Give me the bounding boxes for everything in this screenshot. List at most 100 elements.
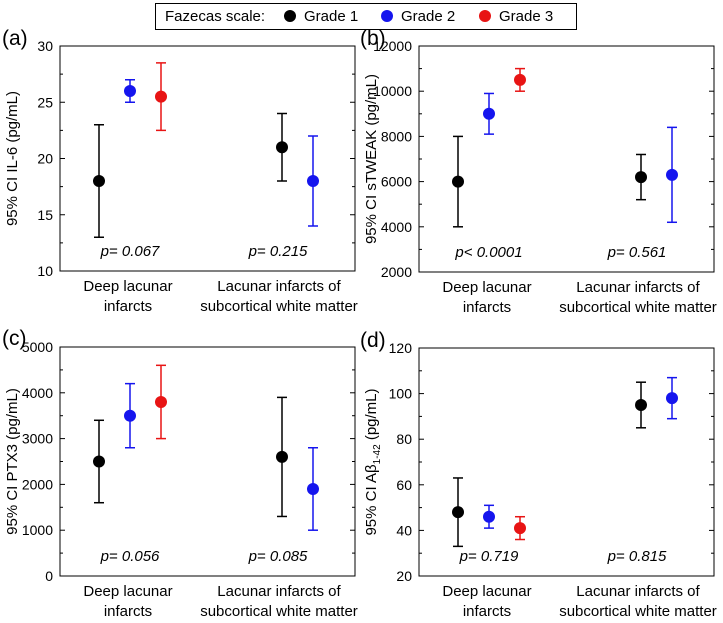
y-tick-label: 15 — [37, 207, 53, 223]
y-tick-label: 40 — [396, 522, 412, 538]
x-category-label: Deep lacunar — [83, 278, 172, 295]
x-category-label: infarcts — [463, 299, 511, 316]
x-category-label: Deep lacunar — [83, 583, 172, 600]
data-point — [307, 482, 319, 495]
y-tick-label: 60 — [396, 477, 412, 493]
data-point — [276, 141, 288, 154]
plot-frame — [418, 347, 715, 577]
data-point — [93, 175, 105, 187]
legend-label: Grade 3 — [499, 8, 554, 25]
y-tick-label: 10 — [37, 263, 53, 279]
y-tick-label: 6000 — [381, 174, 412, 190]
y-axis-label: 95% CI IL-6 (pg/mL) — [4, 91, 21, 226]
y-tick-label: 2000 — [22, 476, 53, 492]
y-axis-label: 95% CI PTX3 (pg/mL) — [4, 388, 21, 535]
y-tick-label: 4000 — [22, 385, 53, 401]
y-axis-label-part: 95% CI IL-6 (pg/mL) — [4, 91, 21, 226]
panel-label: (d) — [360, 329, 386, 352]
x-category-label: Lacunar infarcts of — [576, 279, 700, 296]
data-point — [666, 168, 678, 181]
legend-label: Grade 2 — [401, 8, 456, 25]
y-tick-label: 10000 — [373, 83, 412, 99]
y-axis-label: 95% CI sTWEAK (pg/mL) — [363, 74, 380, 244]
p-value-label: p= 0.815 — [607, 548, 667, 565]
legend-entry-grade-1: Grade 1 — [284, 8, 358, 25]
data-point — [666, 392, 678, 405]
x-category-label: Deep lacunar — [442, 279, 531, 296]
legend-marker-icon — [381, 10, 393, 22]
y-tick-label: 80 — [396, 431, 412, 447]
x-category-label: subcortical white matter — [200, 603, 358, 620]
y-tick-label: 25 — [37, 94, 53, 110]
x-category-label: subcortical white matter — [559, 299, 717, 316]
y-tick-label: 1000 — [22, 522, 53, 538]
y-tick-label: 5000 — [22, 339, 53, 355]
p-value-label: p= 0.719 — [459, 548, 519, 565]
x-category-label: Deep lacunar — [442, 583, 531, 600]
plot-frame — [59, 45, 356, 272]
chart-panel: (d) 20 40 60 80 100 120 95% CI Aβ1-42 (pg/mL) De… — [360, 329, 717, 620]
y-tick-label: 8000 — [381, 128, 412, 144]
y-tick-label: 12000 — [373, 38, 412, 54]
y-axis-label-part: (pg/mL) — [363, 388, 380, 444]
data-point — [307, 175, 319, 187]
x-category-label: infarcts — [104, 603, 152, 620]
legend-box: Fazecas scale: Grade 1 Grade 2 Grade 3 — [155, 3, 577, 30]
p-value-label: p= 0.085 — [248, 548, 308, 565]
data-point — [93, 455, 105, 468]
x-category-label: infarcts — [463, 603, 511, 620]
panel-label: (c) — [2, 327, 27, 350]
chart-panel: (b) 2000 4000 6000 8000 10000 12000 95% CI sTWE… — [360, 27, 717, 316]
data-point — [514, 73, 526, 86]
data-point — [276, 450, 288, 463]
data-point — [635, 171, 647, 184]
data-point — [124, 409, 136, 422]
y-axis-label-part: 95% CI sTWEAK (pg/mL) — [363, 74, 380, 244]
data-point — [452, 506, 464, 519]
x-category-label: Lacunar infarcts of — [217, 583, 341, 600]
y-axis-label-subscript: 1-42 — [372, 444, 383, 464]
panel-label: (a) — [2, 27, 28, 50]
y-tick-label: 3000 — [22, 431, 53, 447]
x-category-label: subcortical white matter — [559, 603, 717, 620]
y-tick-label: 100 — [389, 386, 413, 402]
data-point — [155, 395, 167, 408]
p-value-label: p= 0.067 — [100, 243, 160, 260]
x-category-label: Lacunar infarcts of — [576, 583, 700, 600]
legend-title: Fazecas scale: — [165, 8, 266, 25]
x-category-label: Lacunar infarcts of — [217, 278, 341, 295]
x-category-label: subcortical white matter — [200, 298, 358, 315]
y-tick-label: 20 — [396, 568, 412, 584]
data-point — [124, 85, 136, 97]
data-point — [483, 107, 495, 120]
y-tick-label: 4000 — [381, 219, 412, 235]
y-tick-label: 20 — [37, 151, 53, 167]
p-value-label: p= 0.561 — [607, 244, 667, 261]
y-tick-label: 2000 — [381, 264, 412, 280]
plot-frame — [418, 45, 715, 273]
y-axis-label: 95% CI Aβ1-42 (pg/mL) — [363, 388, 383, 535]
y-axis-label-part: 95% CI Aβ — [363, 464, 380, 536]
x-category-label: infarcts — [104, 298, 152, 315]
legend-entry-grade-2: Grade 2 — [381, 8, 455, 25]
data-point — [483, 510, 495, 523]
y-tick-label: 30 — [37, 38, 53, 54]
data-point — [452, 175, 464, 188]
y-tick-label: 0 — [45, 568, 53, 584]
data-point — [514, 522, 526, 535]
p-value-label: p< 0.0001 — [454, 244, 522, 261]
data-point — [635, 399, 647, 411]
chart-panel: (a) 10 15 20 25 30 95% CI IL-6 (pg/mL) Deep lac… — [2, 27, 358, 315]
y-tick-label: 120 — [389, 340, 413, 356]
legend-entry-grade-3: Grade 3 — [479, 8, 553, 25]
chart-panel: (c) 0 1000 2000 3000 4000 5000 95% CI PTX3 (pg/… — [2, 327, 358, 620]
legend-marker-icon — [479, 10, 491, 22]
legend-marker-icon — [284, 10, 296, 22]
panel-label: (b) — [360, 27, 386, 50]
data-point — [155, 90, 167, 103]
p-value-label: p= 0.215 — [248, 243, 308, 260]
legend: Fazecas scale: Grade 1 Grade 2 Grade 3 — [0, 0, 723, 34]
p-value-label: p= 0.056 — [100, 548, 160, 565]
legend-label: Grade 1 — [304, 8, 359, 25]
